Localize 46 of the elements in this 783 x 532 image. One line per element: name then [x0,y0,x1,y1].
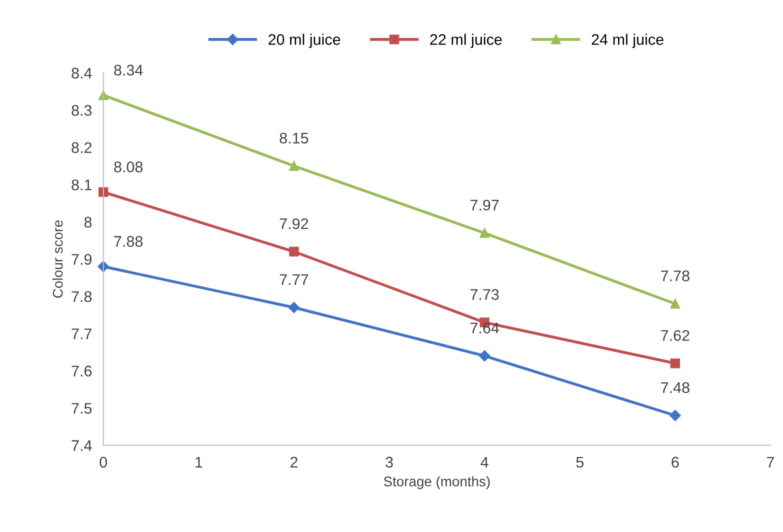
x-tick-label: 2 [290,456,298,468]
point [670,358,680,368]
data-label: 7.97 [470,200,499,211]
x-tick-label: 7 [767,456,774,468]
data-label: 7.48 [661,382,690,394]
data-label: 7.78 [661,270,690,282]
y-tick-label: 8.3 [72,104,92,116]
y-tick-label: 8.2 [72,142,92,154]
data-label: 8.08 [114,162,143,172]
data-label: 7.64 [470,322,499,334]
data-label: 7.73 [470,289,499,300]
y-tick-label: 7.5 [72,403,92,414]
point [288,302,300,314]
legend-label: 20 ml juice [268,34,340,48]
point [670,298,680,309]
y-tick-label: 7.8 [72,291,92,302]
legend-label: 22 ml juice [430,34,502,48]
x-tick-label: 1 [196,456,202,468]
x-tick-label: 4 [480,456,488,468]
y-tick-label: 8.1 [72,179,92,190]
point [289,161,299,171]
y-tick-label: 8 [84,216,92,228]
x-tick-label: 6 [672,456,679,468]
y-tick-label: 7.4 [72,440,92,451]
y-axis-title: Colour score [52,220,63,298]
x-tick-label: 3 [386,456,393,468]
data-label: 7.88 [114,236,143,247]
data-label: 8.15 [280,132,308,144]
y-tick-label: 8.4 [72,68,92,79]
point [670,410,681,422]
data-label: 7.62 [661,330,690,341]
y-tick-label: 7.9 [72,254,92,265]
x-axis-title: Storage (months) [384,476,490,490]
y-tick-label: 7.7 [72,328,92,340]
point [98,187,108,197]
x-tick-label: 5 [576,456,584,468]
data-label: 7.92 [280,218,308,230]
legend-label: 24 ml juice [592,34,664,48]
point [478,350,490,362]
x-tick-label: 0 [100,456,108,468]
point [480,228,490,238]
data-label: 7.77 [280,274,308,285]
data-label: 8.34 [114,64,143,76]
point [289,246,299,256]
point [98,260,109,272]
y-tick-label: 7.6 [72,366,92,376]
